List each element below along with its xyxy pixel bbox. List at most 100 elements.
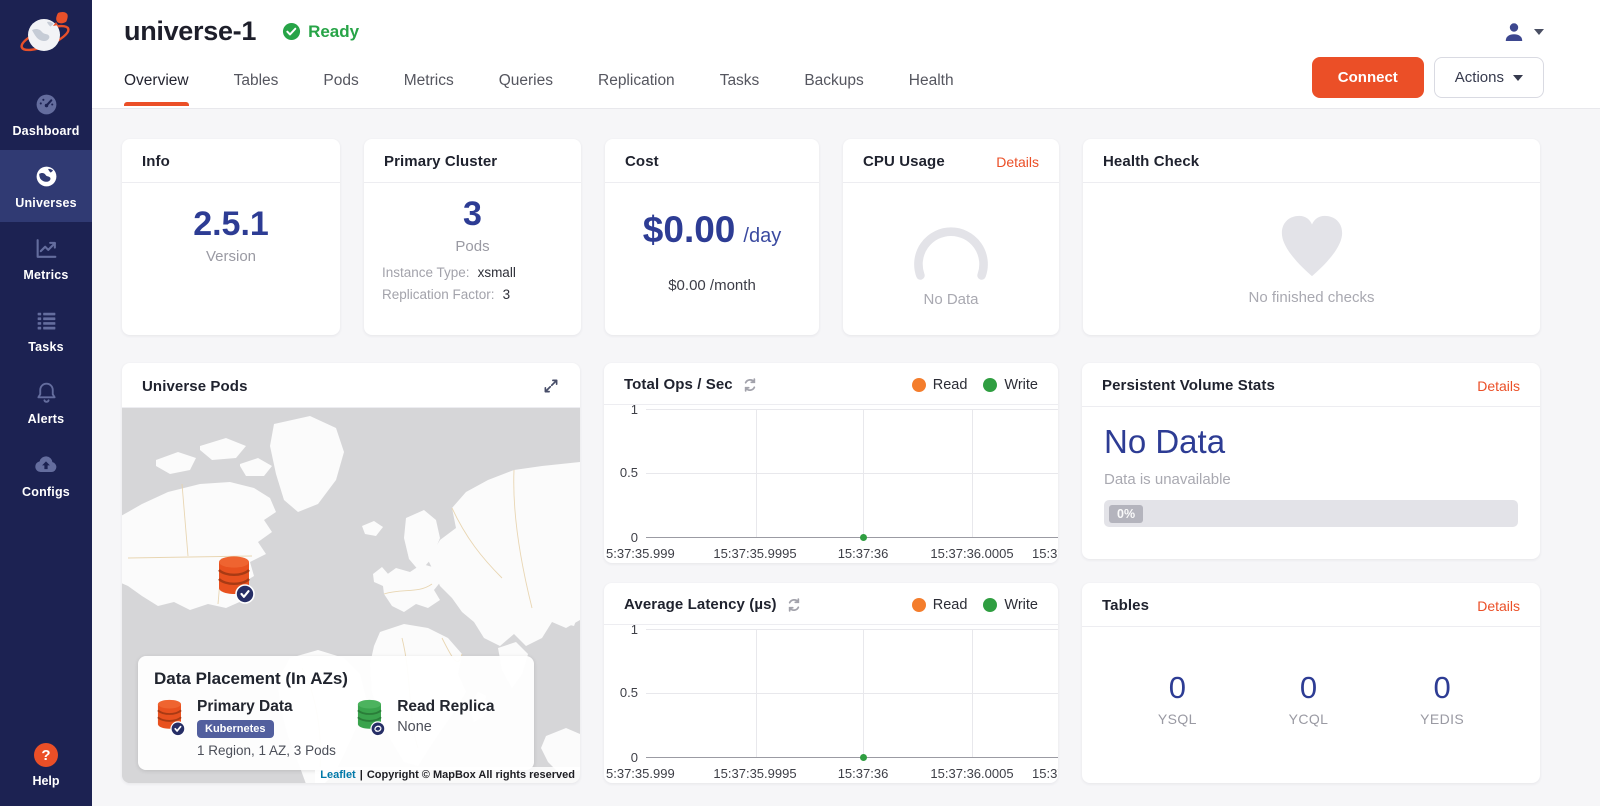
app-root: Dashboard Universes Metrics (0, 0, 1600, 806)
sidebar-item-label: Alerts (28, 412, 65, 426)
tab-bar: Overview Tables Pods Metrics Queries Rep… (92, 47, 1600, 109)
legend-write: Write (983, 597, 1038, 613)
chevron-down-icon (1513, 75, 1523, 81)
chart-title: Average Latency (µs) (624, 596, 777, 613)
sidebar-item-label: Metrics (23, 268, 68, 282)
world-map[interactable]: Data Placement (In AZs) (122, 408, 580, 783)
tab-pods[interactable]: Pods (323, 60, 358, 106)
refresh-icon[interactable] (786, 597, 802, 613)
tab-metrics[interactable]: Metrics (404, 60, 454, 106)
y-tick: 1 (604, 402, 638, 417)
x-tick: 15:37: (1032, 546, 1058, 561)
tab-replication[interactable]: Replication (598, 60, 675, 106)
globe-icon (34, 164, 59, 189)
refresh-icon[interactable] (742, 377, 758, 393)
ysql-count: 0 YSQL (1158, 670, 1197, 727)
topbar: universe-1 Ready (92, 0, 1600, 47)
universe-pods-card: Universe Pods (122, 363, 580, 783)
yedis-count: 0 YEDIS (1420, 670, 1464, 727)
card-title: Tables (1102, 597, 1149, 614)
status-text: Ready (308, 22, 359, 42)
replication-factor-row: Replication Factor: 3 (382, 287, 563, 302)
read-replica-value: None (397, 719, 432, 735)
sidebar-item-universes[interactable]: Universes (0, 150, 92, 222)
pods-count-label: Pods (455, 238, 489, 255)
task-list-icon (34, 308, 59, 333)
tab-overview[interactable]: Overview (124, 60, 189, 106)
leaflet-link[interactable]: Leaflet (320, 769, 355, 781)
sidebar-item-label: Configs (22, 485, 70, 499)
sidebar-spacer (0, 511, 92, 733)
read-series-dot (912, 378, 926, 392)
instance-type-row: Instance Type: xsmall (382, 265, 563, 280)
charts-column: Total Ops / Sec Read Wri (604, 363, 1058, 783)
pvs-no-data-text: No Data (1104, 423, 1518, 461)
y-tick: 0.5 (604, 465, 638, 480)
user-menu[interactable] (1502, 20, 1544, 44)
read-replica-label: Read Replica (397, 698, 494, 716)
user-avatar-icon (1502, 20, 1526, 44)
version-value: 2.5.1 (193, 205, 269, 244)
sidebar-item-alerts[interactable]: Alerts (0, 366, 92, 438)
cloud-upload-icon (33, 452, 59, 478)
data-placement-title: Data Placement (In AZs) (154, 669, 518, 689)
primary-database-icon (154, 698, 188, 738)
write-series-dot (983, 598, 997, 612)
sidebar-item-label: Help (32, 774, 59, 788)
cpu-usage-card: CPU Usage Details No Data (843, 139, 1059, 335)
tab-health[interactable]: Health (909, 60, 954, 106)
sidebar-item-tasks[interactable]: Tasks (0, 294, 92, 366)
info-card: Info 2.5.1 Version (122, 139, 340, 335)
cost-card: Cost $0.00 /day $0.00 /month (605, 139, 819, 335)
chart-plot-area[interactable]: 1 0.5 0 5:37:35.999 15:37:35.9995 15:37:… (604, 625, 1058, 783)
sidebar-item-configs[interactable]: Configs (0, 438, 92, 511)
primary-data-label: Primary Data (197, 698, 293, 716)
tables-card: Tables Details 0 YSQL 0 YCQL (1082, 583, 1540, 783)
primary-data-block: Primary Data Kubernetes 1 Region, 1 AZ, … (154, 698, 354, 758)
primary-data-summary: 1 Region, 1 AZ, 3 Pods (197, 743, 336, 758)
tab-tasks[interactable]: Tasks (720, 60, 760, 106)
y-tick: 0.5 (604, 685, 638, 700)
legend-write: Write (983, 377, 1038, 393)
gauge-arc-icon (891, 211, 1011, 285)
tab-queries[interactable]: Queries (499, 60, 553, 106)
avg-latency-chart-card: Average Latency (µs) Read (604, 583, 1058, 783)
x-tick: 15:37:35.9995 (713, 546, 796, 561)
sidebar-item-label: Universes (15, 196, 77, 210)
write-series-dot (983, 378, 997, 392)
cpu-details-link[interactable]: Details (996, 154, 1039, 170)
actions-button[interactable]: Actions (1434, 57, 1544, 98)
primary-cluster-map-marker[interactable] (214, 554, 258, 606)
connect-button[interactable]: Connect (1312, 57, 1424, 98)
sidebar-item-dashboard[interactable]: Dashboard (0, 78, 92, 150)
sidebar: Dashboard Universes Metrics (0, 0, 92, 806)
card-title: Cost (625, 153, 659, 170)
sidebar-item-metrics[interactable]: Metrics (0, 222, 92, 294)
write-data-point (860, 754, 867, 761)
planet-rocket-logo-icon (17, 6, 75, 64)
health-empty-text: No finished checks (1249, 289, 1375, 306)
replica-database-icon (354, 698, 388, 738)
tables-details-link[interactable]: Details (1477, 598, 1520, 614)
health-check-card: Health Check No finished checks (1083, 139, 1540, 335)
question-icon: ? (34, 743, 58, 767)
sidebar-item-help[interactable]: ? Help (0, 733, 92, 806)
chart-legend: Read Write (912, 597, 1038, 613)
provider-badge: Kubernetes (197, 720, 274, 738)
pvs-details-link[interactable]: Details (1477, 378, 1520, 394)
read-replica-block: Read Replica None (354, 698, 494, 758)
y-tick: 1 (604, 622, 638, 637)
chart-plot-area[interactable]: 1 0.5 0 5:37:35.999 15:37:35.9995 15:37:… (604, 405, 1058, 563)
tab-backups[interactable]: Backups (804, 60, 863, 106)
expand-icon[interactable] (542, 377, 560, 395)
primary-cluster-card: Primary Cluster 3 Pods Instance Type: xs… (364, 139, 581, 335)
cost-per-day-unit: /day (743, 225, 781, 248)
right-column: Persistent Volume Stats Details No Data … (1082, 363, 1540, 783)
tab-tables[interactable]: Tables (234, 60, 279, 106)
pvs-description: Data is unavailable (1104, 471, 1518, 488)
app-logo[interactable] (0, 0, 92, 78)
card-title: Info (142, 153, 170, 170)
attribution-separator: | (360, 769, 363, 781)
legend-read: Read (912, 377, 968, 393)
card-title: Universe Pods (142, 378, 248, 395)
